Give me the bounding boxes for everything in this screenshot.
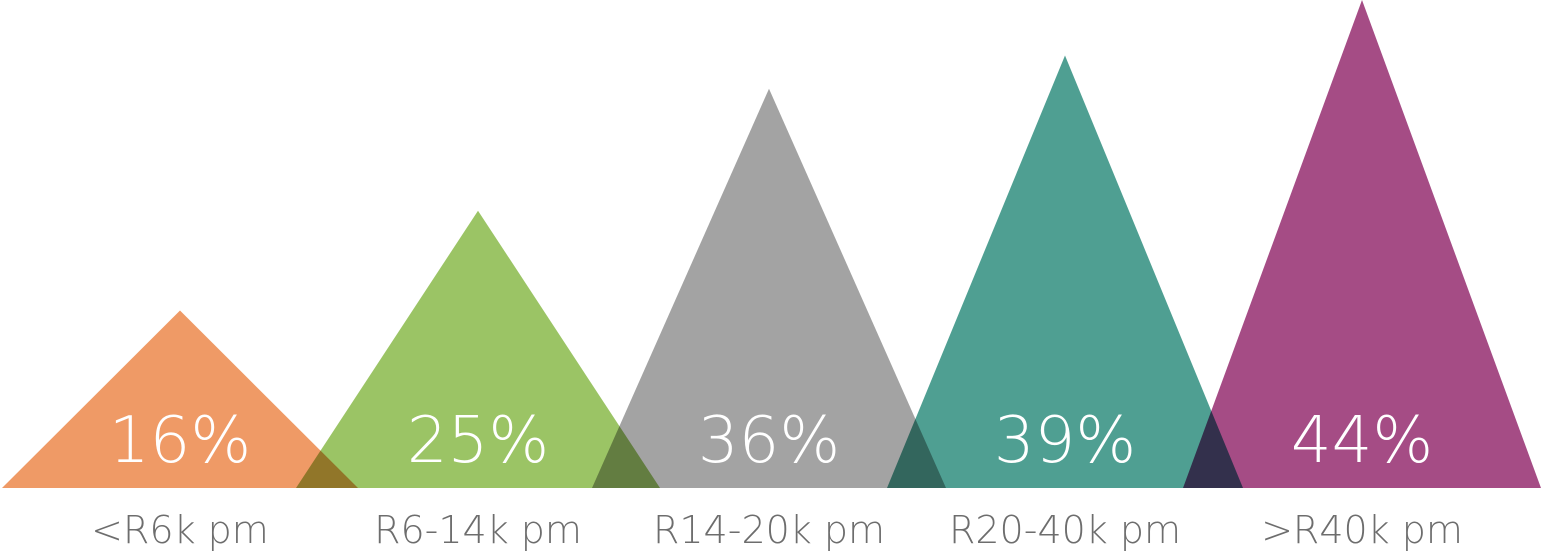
value-label-3: 36% (698, 404, 840, 478)
value-label-1: 16% (109, 404, 251, 478)
value-labels-group: 16% 25% 36% 39% 44% (109, 404, 1433, 478)
triangle-bar-4 (887, 55, 1243, 489)
category-label-3: R14-20k pm (653, 508, 885, 551)
category-label-2: R6-14k pm (374, 508, 582, 551)
triangle-bar-1 (2, 310, 358, 488)
category-label-5: >R40k pm (1261, 508, 1463, 551)
value-label-2: 25% (407, 404, 549, 478)
value-label-4: 39% (994, 404, 1136, 478)
value-label-5: 44% (1291, 404, 1433, 478)
category-label-4: R20-40k pm (949, 508, 1181, 551)
triangle-bar-3 (592, 88, 946, 489)
triangle-bar-2 (296, 210, 660, 488)
category-labels-group: <R6k pm R6-14k pm R14-20k pm R20-40k pm >R40… (91, 508, 1463, 551)
triangle-bar-5 (1183, 0, 1541, 488)
category-label-1: <R6k pm (91, 508, 269, 551)
triangles-group (2, 0, 1541, 489)
